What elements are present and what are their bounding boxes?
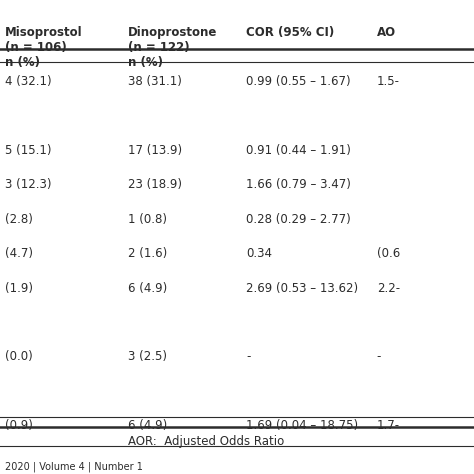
Text: 3 (12.3): 3 (12.3) <box>5 178 51 191</box>
Text: -: - <box>246 350 251 363</box>
Text: (1.9): (1.9) <box>5 282 33 294</box>
Text: 1.69 (0.04 – 18.75): 1.69 (0.04 – 18.75) <box>246 419 359 432</box>
Text: 1.5-: 1.5- <box>377 75 400 88</box>
Text: (0.0): (0.0) <box>5 350 33 363</box>
Text: 17 (13.9): 17 (13.9) <box>128 144 182 157</box>
Text: 0.99 (0.55 – 1.67): 0.99 (0.55 – 1.67) <box>246 75 351 88</box>
Text: 3 (2.5): 3 (2.5) <box>128 350 167 363</box>
Text: 6 (4.9): 6 (4.9) <box>128 282 167 294</box>
Text: 1 (0.8): 1 (0.8) <box>128 213 167 226</box>
Text: AO: AO <box>377 26 396 39</box>
Text: (0.6: (0.6 <box>377 247 400 260</box>
Text: COR (95% CI): COR (95% CI) <box>246 26 335 39</box>
Text: (0.9): (0.9) <box>5 419 33 432</box>
Text: 0.91 (0.44 – 1.91): 0.91 (0.44 – 1.91) <box>246 144 351 157</box>
Text: 2.69 (0.53 – 13.62): 2.69 (0.53 – 13.62) <box>246 282 359 294</box>
Text: 5 (15.1): 5 (15.1) <box>5 144 51 157</box>
Text: 0.28 (0.29 – 2.77): 0.28 (0.29 – 2.77) <box>246 213 351 226</box>
Text: Misoprostol
(n = 106)
n (%): Misoprostol (n = 106) n (%) <box>5 26 82 69</box>
Text: 2.2-: 2.2- <box>377 282 400 294</box>
Text: 6 (4.9): 6 (4.9) <box>128 419 167 432</box>
Text: 38 (31.1): 38 (31.1) <box>128 75 182 88</box>
Text: (4.7): (4.7) <box>5 247 33 260</box>
Text: (2.8): (2.8) <box>5 213 33 226</box>
Text: 0.34: 0.34 <box>246 247 273 260</box>
Text: Dinoprostone
(n = 122)
n (%): Dinoprostone (n = 122) n (%) <box>128 26 218 69</box>
Text: AOR:  Adjusted Odds Ratio: AOR: Adjusted Odds Ratio <box>128 436 284 448</box>
Text: 2 (1.6): 2 (1.6) <box>128 247 167 260</box>
Text: 4 (32.1): 4 (32.1) <box>5 75 51 88</box>
Text: -: - <box>377 350 381 363</box>
Text: 1.7-: 1.7- <box>377 419 400 432</box>
Text: 2020 | Volume 4 | Number 1: 2020 | Volume 4 | Number 1 <box>5 461 143 472</box>
Text: 23 (18.9): 23 (18.9) <box>128 178 182 191</box>
Text: 1.66 (0.79 – 3.47): 1.66 (0.79 – 3.47) <box>246 178 351 191</box>
